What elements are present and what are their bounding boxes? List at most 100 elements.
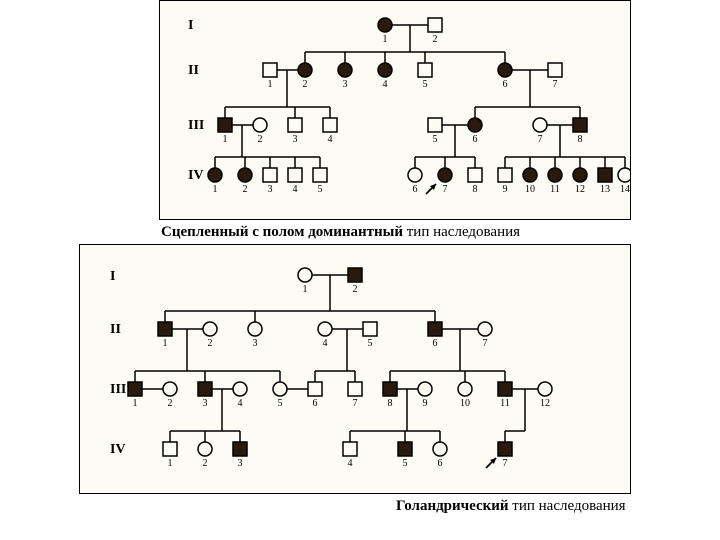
person-III7 bbox=[533, 118, 547, 132]
pedigree-svg: 1212345671234567891011121234567IIIIIIIV bbox=[80, 245, 630, 493]
person-II2 bbox=[203, 322, 217, 336]
person-num-III5: 5 bbox=[278, 398, 283, 409]
person-IV1 bbox=[163, 442, 177, 456]
person-num-III9: 9 bbox=[423, 398, 428, 409]
person-III2 bbox=[253, 118, 267, 132]
gen-label-II: II bbox=[110, 322, 121, 337]
person-IV7 bbox=[498, 442, 512, 456]
person-num-I2: 2 bbox=[353, 284, 358, 295]
person-III5 bbox=[273, 382, 287, 396]
person-num-I1: 1 bbox=[303, 284, 308, 295]
person-num-III1: 1 bbox=[223, 134, 228, 145]
person-num-IV6: 6 bbox=[438, 458, 443, 469]
person-num-II2: 2 bbox=[208, 338, 213, 349]
person-num-IV5: 5 bbox=[403, 458, 408, 469]
person-num-III3: 3 bbox=[203, 398, 208, 409]
person-num-II3: 3 bbox=[343, 79, 348, 90]
pedigree-svg: 121234567123456781234567891011121314IIII… bbox=[160, 1, 630, 219]
person-num-II2: 2 bbox=[303, 79, 308, 90]
person-III1 bbox=[218, 118, 232, 132]
person-num-II5: 5 bbox=[423, 79, 428, 90]
person-num-IV2: 2 bbox=[203, 458, 208, 469]
person-num-III4: 4 bbox=[238, 398, 243, 409]
person-I1 bbox=[378, 18, 392, 32]
person-III3 bbox=[198, 382, 212, 396]
person-num-IV3: 3 bbox=[238, 458, 243, 469]
person-num-III8: 8 bbox=[578, 134, 583, 145]
person-num-IV4: 4 bbox=[348, 458, 353, 469]
person-num-III10: 10 bbox=[460, 398, 470, 409]
person-num-II4: 4 bbox=[383, 79, 388, 90]
person-num-II3: 3 bbox=[253, 338, 258, 349]
person-num-IV11: 11 bbox=[550, 184, 560, 195]
person-IV7 bbox=[438, 168, 452, 182]
gen-label-II: II bbox=[188, 63, 199, 78]
person-num-II6: 6 bbox=[503, 79, 508, 90]
person-num-II4: 4 bbox=[323, 338, 328, 349]
gen-label-I: I bbox=[110, 269, 115, 284]
person-II1 bbox=[263, 63, 277, 77]
person-IV5 bbox=[398, 442, 412, 456]
person-num-II6: 6 bbox=[433, 338, 438, 349]
person-num-IV8: 8 bbox=[473, 184, 478, 195]
person-III1 bbox=[128, 382, 142, 396]
person-III10 bbox=[458, 382, 472, 396]
person-IV12 bbox=[573, 168, 587, 182]
person-II2 bbox=[298, 63, 312, 77]
person-num-IV3: 3 bbox=[268, 184, 273, 195]
person-num-IV2: 2 bbox=[243, 184, 248, 195]
person-IV6 bbox=[433, 442, 447, 456]
person-IV4 bbox=[343, 442, 357, 456]
person-II5 bbox=[363, 322, 377, 336]
person-I2 bbox=[428, 18, 442, 32]
person-III4 bbox=[233, 382, 247, 396]
person-num-IV1: 1 bbox=[213, 184, 218, 195]
person-II3 bbox=[338, 63, 352, 77]
person-III8 bbox=[573, 118, 587, 132]
caption-1-bold: Сцепленный с полом доминантный bbox=[161, 224, 403, 240]
person-num-III3: 3 bbox=[293, 134, 298, 145]
person-I2 bbox=[348, 268, 362, 282]
person-num-IV9: 9 bbox=[503, 184, 508, 195]
caption-2-rest: тип наследования bbox=[509, 498, 626, 514]
gen-label-IV: IV bbox=[188, 168, 204, 183]
person-IV1 bbox=[208, 168, 222, 182]
person-num-IV7: 7 bbox=[443, 184, 448, 195]
person-IV6 bbox=[408, 168, 422, 182]
person-IV14 bbox=[618, 168, 630, 182]
person-num-III4: 4 bbox=[328, 134, 333, 145]
person-II1 bbox=[158, 322, 172, 336]
person-I1 bbox=[298, 268, 312, 282]
person-IV4 bbox=[288, 168, 302, 182]
person-IV2 bbox=[238, 168, 252, 182]
person-IV2 bbox=[198, 442, 212, 456]
person-num-I1: 1 bbox=[383, 34, 388, 45]
person-num-IV6: 6 bbox=[413, 184, 418, 195]
person-num-IV5: 5 bbox=[318, 184, 323, 195]
person-III3 bbox=[288, 118, 302, 132]
person-num-IV12: 12 bbox=[575, 184, 585, 195]
person-III7 bbox=[348, 382, 362, 396]
person-III8 bbox=[383, 382, 397, 396]
person-num-III11: 11 bbox=[500, 398, 510, 409]
person-III6 bbox=[468, 118, 482, 132]
gen-label-III: III bbox=[188, 118, 204, 133]
person-IV8 bbox=[468, 168, 482, 182]
person-II6 bbox=[498, 63, 512, 77]
person-num-II7: 7 bbox=[553, 79, 558, 90]
person-num-III8: 8 bbox=[388, 398, 393, 409]
person-num-III2: 2 bbox=[258, 134, 263, 145]
person-IV5 bbox=[313, 168, 327, 182]
person-IV11 bbox=[548, 168, 562, 182]
person-II5 bbox=[418, 63, 432, 77]
gen-label-IV: IV bbox=[110, 442, 126, 457]
person-IV10 bbox=[523, 168, 537, 182]
person-III6 bbox=[308, 382, 322, 396]
person-num-II1: 1 bbox=[268, 79, 273, 90]
person-II4 bbox=[318, 322, 332, 336]
person-num-III6: 6 bbox=[473, 134, 478, 145]
person-II6 bbox=[428, 322, 442, 336]
person-III2 bbox=[163, 382, 177, 396]
caption-1: Сцепленный с полом доминантный тип насле… bbox=[161, 224, 520, 241]
person-III12 bbox=[538, 382, 552, 396]
